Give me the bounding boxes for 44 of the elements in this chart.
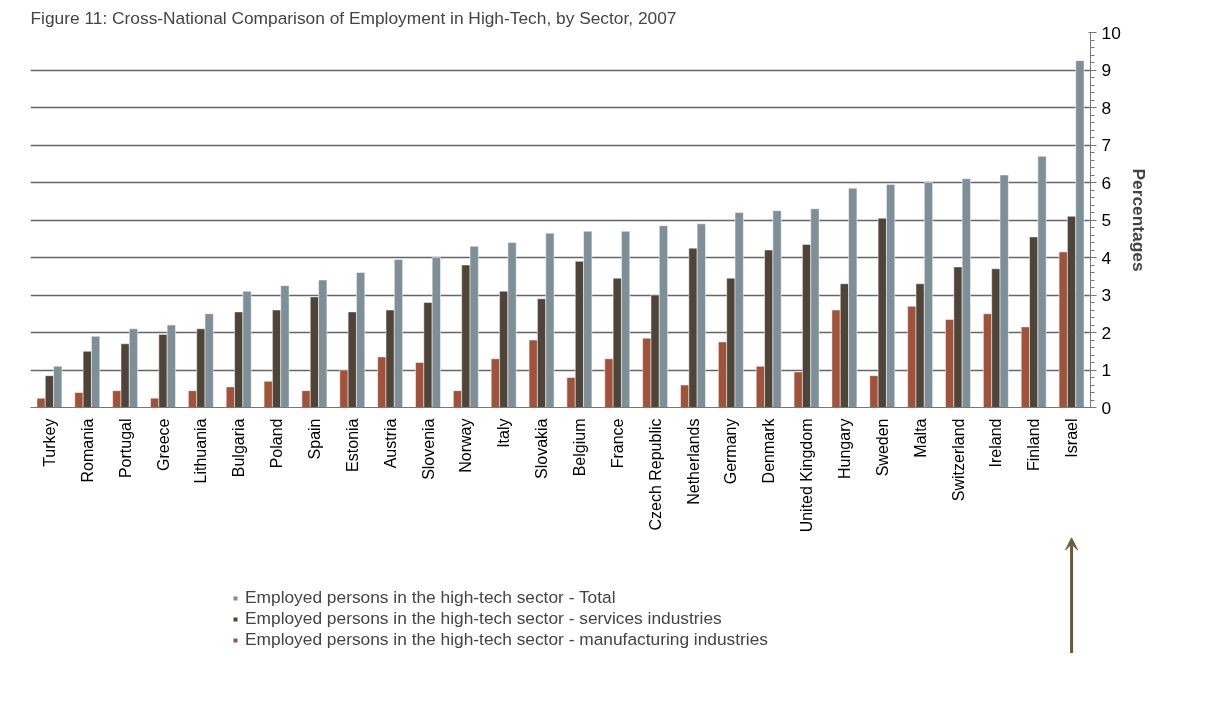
x-tick-label: Malta (911, 418, 929, 458)
x-tick-label: United Kingdom (798, 418, 816, 533)
x-tick-label: Estonia (343, 418, 361, 472)
y-tick-label: 3 (1101, 285, 1112, 305)
x-tick-label: Austria (381, 418, 399, 469)
y-tick-label: 9 (1101, 60, 1112, 80)
y-tick-label: 1 (1101, 360, 1112, 380)
x-tick-label: Czech Republic (646, 418, 664, 531)
x-tick-label: Turkey (40, 418, 58, 467)
x-tick-label: France (608, 418, 626, 469)
y-tick-label: 6 (1101, 172, 1112, 193)
x-tick-label: Lithuania (192, 418, 210, 484)
y-tick-label: 0 (1101, 397, 1112, 418)
x-tick-label: Belgium (570, 418, 588, 477)
legend-label: Employed persons in the high-tech sector - services industries (245, 608, 722, 629)
x-tick-label: Italy (495, 418, 513, 448)
x-tick-label: Bulgaria (230, 418, 248, 478)
legend-label: Employed persons in the high-tech sector - manufacturing industries (245, 629, 769, 650)
x-tick-label: Germany (722, 418, 740, 485)
x-tick-label: Slovenia (419, 418, 437, 480)
x-tick-label: Norway (457, 418, 475, 473)
y-tick-label: 5 (1101, 210, 1112, 230)
y-tick-label: 2 (1101, 322, 1112, 343)
y-tick-label: 7 (1101, 135, 1112, 155)
y-tick-label: 10 (1101, 22, 1121, 43)
x-tick-label: Israel (1063, 418, 1081, 458)
chart-title: Figure 11: Cross-National Comparison of Employment in High-Tech, by Sector, 2007 (30, 7, 677, 28)
y-tick-label: 8 (1101, 97, 1112, 118)
x-tick-label: Denmark (760, 417, 778, 484)
x-tick-label: Sweden (873, 418, 891, 477)
y-axis-title: Percentages (1128, 168, 1149, 272)
x-tick-label: Slovakia (533, 418, 551, 479)
legend-label: Employed persons in the high-tech sector - Total (245, 587, 616, 608)
x-tick-label: Ireland (987, 418, 1005, 468)
x-tick-label: Netherlands (684, 418, 702, 505)
x-tick-label: Switzerland (949, 418, 967, 502)
x-tick-label: Finland (1025, 418, 1043, 471)
x-tick-label: Romania (78, 418, 96, 483)
x-tick-label: Poland (268, 418, 286, 469)
x-tick-label: Hungary (835, 418, 853, 479)
x-tick-label: Greece (154, 418, 172, 471)
x-tick-label: Spain (305, 418, 323, 460)
x-tick-label: Portugal (116, 418, 134, 479)
y-tick-label: 4 (1101, 247, 1112, 268)
